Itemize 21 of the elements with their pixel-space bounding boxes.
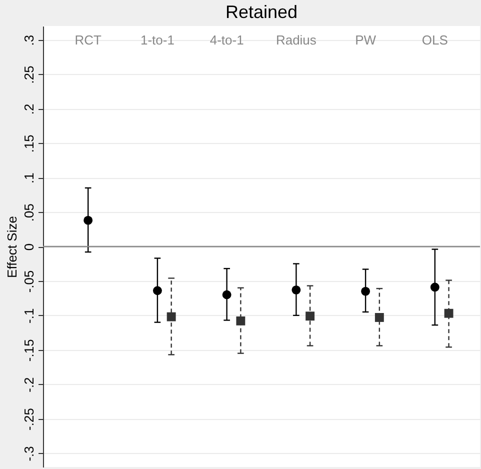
y-axis-title: Effect Size (4, 216, 20, 278)
y-tick-label: .3 (22, 34, 36, 46)
y-tick-label: .2 (22, 104, 36, 115)
y-tick-label: -.3 (22, 446, 36, 462)
x-tick-label: OLS (422, 32, 448, 48)
y-tick-label: -.2 (22, 377, 36, 392)
y-tick-label: -.15 (22, 339, 36, 362)
y-tick-label: .25 (22, 66, 36, 84)
x-tick-label: 4-to-1 (210, 32, 244, 48)
x-tick-label: 1-to-1 (140, 32, 174, 48)
y-tick-label: .1 (22, 172, 36, 184)
y-tick-label: 0 (22, 243, 36, 251)
x-tick-label: Radius (276, 32, 317, 48)
y-tick-label: .15 (22, 134, 36, 153)
y-tick-label: -.1 (22, 308, 36, 324)
x-tick-label: PW (355, 32, 377, 48)
y-tick-label: -.25 (22, 408, 36, 430)
x-tick-label: RCT (74, 32, 102, 48)
chart-title: Retained (225, 2, 298, 22)
y-tick-label: -.05 (22, 270, 36, 293)
y-tick-label: .05 (22, 204, 36, 222)
